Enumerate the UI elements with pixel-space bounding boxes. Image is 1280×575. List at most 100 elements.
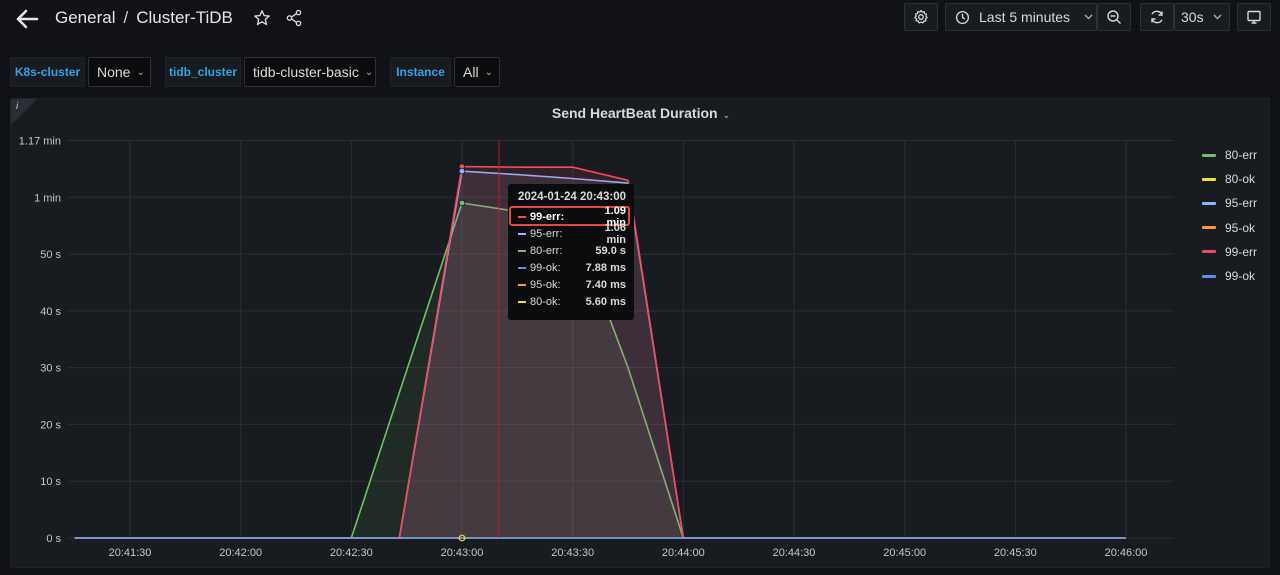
tooltip-row: 80-ok: 5.60 ms <box>518 294 626 310</box>
chevron-down-icon <box>1084 14 1093 20</box>
tooltip-series-name: 80-ok: <box>530 296 561 308</box>
zoom-out-icon <box>1107 10 1121 24</box>
legend-item[interactable]: 80-err <box>1198 143 1257 167</box>
arrow-left-icon[interactable] <box>14 7 40 31</box>
panel-title[interactable]: Send HeartBeat Duration ⌄ <box>11 105 1271 121</box>
chevron-down-icon: ⌄ <box>364 66 374 78</box>
chevron-down-icon: ⌄ <box>136 66 145 78</box>
x-tick-label: 20:41:30 <box>109 547 152 559</box>
tooltip-series-value: 59.0 s <box>595 245 626 257</box>
legend-item[interactable]: 95-ok <box>1198 216 1257 240</box>
legend-swatch <box>1202 177 1216 181</box>
breadcrumb-separator: / <box>123 8 129 27</box>
tooltip-swatch <box>518 250 526 252</box>
zoom-out-button[interactable] <box>1097 3 1131 31</box>
series-area-95-err <box>74 171 1127 538</box>
variable-label-instance: Instance <box>390 57 451 87</box>
legend-swatch <box>1202 274 1216 278</box>
time-range-picker[interactable]: Last 5 minutes <box>945 3 1097 31</box>
x-tick-label: 20:43:00 <box>441 547 484 559</box>
legend-item[interactable]: 95-err <box>1198 191 1257 215</box>
tooltip-swatch <box>518 301 526 303</box>
info-icon[interactable]: i <box>16 101 19 112</box>
variable-select-instance[interactable]: All ⌄ <box>454 57 500 87</box>
tooltip-series-value: 1.09 min <box>604 205 626 229</box>
legend-label: 99-ok <box>1225 269 1256 284</box>
x-tick-label: 20:45:00 <box>883 547 926 559</box>
hover-point-ok <box>458 534 466 542</box>
tooltip-swatch <box>518 216 526 218</box>
y-tick-label: 1.17 min <box>19 136 61 148</box>
breadcrumb-folder[interactable]: General <box>55 8 116 27</box>
time-range-label: Last 5 minutes <box>979 9 1071 25</box>
tooltip-series-value: 7.40 ms <box>585 279 626 291</box>
chart-legend: 80-err 80-ok 95-err 95-ok 99-err 99-ok <box>1198 143 1257 288</box>
x-tick-label: 20:42:30 <box>330 547 373 559</box>
star-icon[interactable] <box>253 9 271 27</box>
variable-label-tidb-cluster: tidb_cluster <box>165 57 241 87</box>
legend-swatch <box>1202 250 1216 254</box>
share-icon[interactable] <box>285 9 303 27</box>
y-tick-label: 30 s <box>40 363 61 375</box>
tooltip-time: 2024-01-24 20:43:00 <box>518 191 627 203</box>
hover-point-80-err <box>458 199 466 207</box>
tooltip-series-name: 95-err: <box>530 228 563 240</box>
graph-panel: i Send HeartBeat Duration ⌄ <box>10 98 1270 568</box>
dashboard-settings-button[interactable] <box>904 3 938 31</box>
y-tick-label: 10 s <box>40 476 61 488</box>
chevron-down-icon: ⌄ <box>484 66 493 78</box>
tooltip-swatch <box>518 267 526 269</box>
refresh-button[interactable] <box>1140 3 1174 31</box>
x-tick-label: 20:45:30 <box>994 547 1037 559</box>
tooltip-series-value: 7.88 ms <box>585 262 626 274</box>
y-tick-label: 0 s <box>46 533 61 545</box>
variable-label-k8s-cluster: K8s-cluster <box>10 57 85 87</box>
tooltip-series-value: 5.60 ms <box>585 296 626 308</box>
tooltip-series-name: 80-err: <box>530 245 563 257</box>
variable-select-k8s-cluster[interactable]: None ⌄ <box>88 57 151 87</box>
series-area-99-err <box>74 166 1127 538</box>
gear-icon <box>914 9 928 24</box>
tooltip-series-name: 95-ok: <box>530 279 561 291</box>
x-tick-label: 20:42:00 <box>219 547 262 559</box>
tooltip-series-value: 1.06 min <box>604 222 626 246</box>
legend-item[interactable]: 80-ok <box>1198 167 1257 191</box>
variable-value-instance: All <box>463 64 479 80</box>
dashboard-title[interactable]: Cluster-TiDB <box>136 8 233 27</box>
series-area-80-err <box>74 203 1127 538</box>
chevron-down-icon: ⌄ <box>722 110 731 120</box>
refresh-interval-picker[interactable]: 30s <box>1174 3 1230 31</box>
tooltip-swatch <box>518 233 526 235</box>
y-tick-label: 1 min <box>34 192 61 204</box>
legend-swatch <box>1202 153 1216 157</box>
y-tick-label: 40 s <box>40 306 61 318</box>
legend-label: 95-ok <box>1225 220 1256 235</box>
x-tick-label: 20:43:30 <box>551 547 594 559</box>
chevron-down-icon <box>1213 14 1222 20</box>
hover-point-95-err <box>458 167 466 175</box>
tooltip-row: 99-ok: 7.88 ms <box>518 260 626 276</box>
x-tick-label: 20:44:30 <box>773 547 816 559</box>
tooltip-row: 99-err: 1.09 min <box>518 205 626 229</box>
panel-info-corner[interactable] <box>11 99 37 125</box>
legend-item[interactable]: 99-err <box>1198 240 1257 264</box>
x-tick-label: 20:46:00 <box>1105 547 1148 559</box>
refresh-interval-label: 30s <box>1181 9 1204 25</box>
tv-mode-button[interactable] <box>1237 3 1271 31</box>
legend-swatch <box>1202 201 1216 205</box>
panel-title-text: Send HeartBeat Duration <box>551 105 718 121</box>
tooltip-series-name: 99-err: <box>530 211 565 223</box>
variable-value-tidb-cluster: tidb-cluster-basic <box>253 64 359 80</box>
legend-item[interactable]: 99-ok <box>1198 264 1257 288</box>
legend-label: 80-ok <box>1225 172 1256 187</box>
clock-icon <box>955 10 970 24</box>
tooltip-swatch <box>518 284 526 286</box>
breadcrumb: General / Cluster-TiDB <box>55 8 233 28</box>
chart-tooltip: 2024-01-24 20:43:00 99-err: 1.09 min 95-er… <box>508 184 634 320</box>
x-tick-label: 20:44:00 <box>662 547 705 559</box>
variable-select-tidb-cluster[interactable]: tidb-cluster-basic ⌄ <box>244 57 376 87</box>
legend-label: 99-err <box>1225 244 1258 259</box>
tooltip-row: 95-err: 1.06 min <box>518 222 626 246</box>
tooltip-series-name: 99-ok: <box>530 262 561 274</box>
